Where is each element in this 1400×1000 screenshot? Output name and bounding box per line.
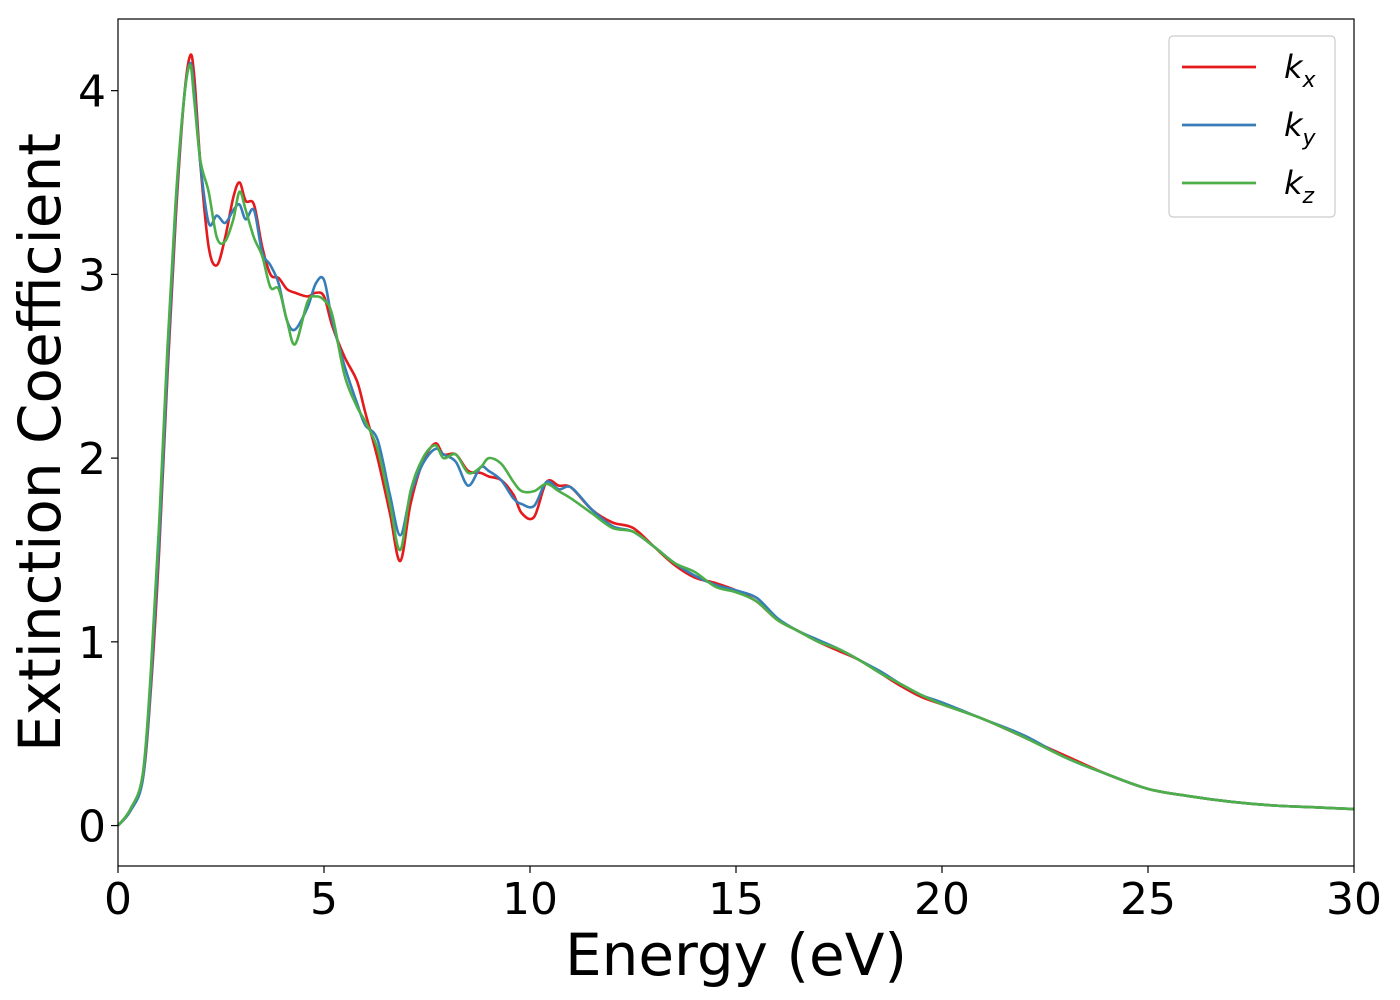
y-axis-label: Extinction Coefficient	[6, 133, 74, 752]
y-tick-label: 1	[78, 618, 106, 669]
x-tick-label: 0	[104, 874, 132, 925]
legend-label-x: kx	[1284, 48, 1317, 93]
x-tick-label: 25	[1120, 874, 1176, 925]
x-tick-label: 30	[1326, 874, 1382, 925]
legend-label-z: kz	[1284, 164, 1315, 209]
y-tick-label: 4	[78, 67, 106, 118]
x-tick-label: 5	[310, 874, 338, 925]
y-tick-label: 3	[78, 250, 106, 301]
x-tick-label: 15	[708, 874, 764, 925]
x-tick-label: 10	[502, 874, 558, 925]
x-tick-label: 20	[914, 874, 970, 925]
x-axis-label: Energy (eV)	[565, 921, 907, 989]
plot-lines	[116, 53, 1355, 827]
legend-label-y: ky	[1284, 106, 1317, 151]
series-line-z	[116, 63, 1355, 827]
y-tick-label: 2	[78, 434, 106, 485]
legend: kx ky kz	[1168, 35, 1336, 218]
legend-box	[1168, 35, 1336, 218]
y-tick-label: 0	[78, 802, 106, 853]
y-axis-ticks: 0 1 2 3 4	[78, 67, 118, 853]
x-axis-ticks: 0 5 10 15 20 25 30	[104, 866, 1382, 925]
